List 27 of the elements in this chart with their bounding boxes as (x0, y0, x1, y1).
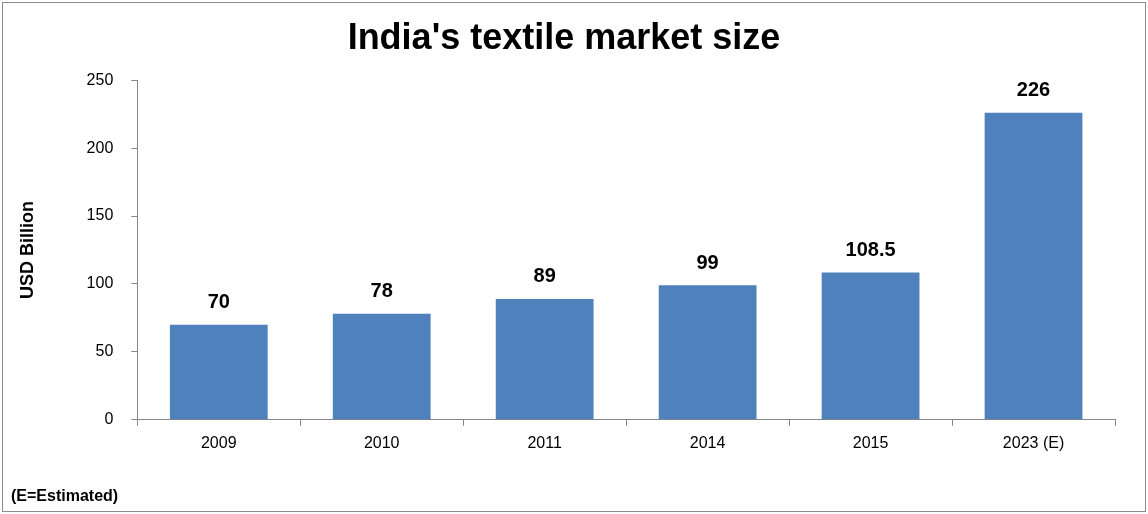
data-label: 226 (1016, 78, 1051, 101)
y-tick-label: 250 (86, 70, 114, 88)
data-label: 78 (370, 279, 393, 302)
y-tick-label: 100 (86, 274, 114, 292)
y-tick-label: 150 (86, 206, 114, 224)
chart-title: India's textile market size (347, 15, 781, 57)
bar (821, 272, 920, 420)
text: (E=Estimated) (11, 487, 119, 504)
y-tick-label: 200 (86, 138, 114, 156)
x-tick-label: 2009 (200, 433, 237, 451)
bar (332, 313, 431, 420)
data-label: 89 (533, 264, 556, 287)
x-tick-label: 2014 (689, 433, 726, 451)
bar (495, 298, 594, 420)
bar (658, 285, 757, 420)
x-tick-label: 2010 (363, 433, 400, 451)
data-label: 108.5 (845, 237, 896, 260)
data-label: 99 (696, 250, 719, 273)
bar (169, 324, 268, 420)
x-tick-label: 2023 (E) (1002, 433, 1065, 451)
bar (984, 112, 1083, 420)
x-tick-label: 2015 (852, 433, 889, 451)
data-label: 70 (207, 290, 230, 313)
y-axis-title: USD Billion (16, 201, 37, 299)
y-tick-label: 50 (95, 342, 114, 360)
y-tick-label: 0 (104, 410, 114, 428)
x-tick-label: 2011 (527, 433, 562, 451)
